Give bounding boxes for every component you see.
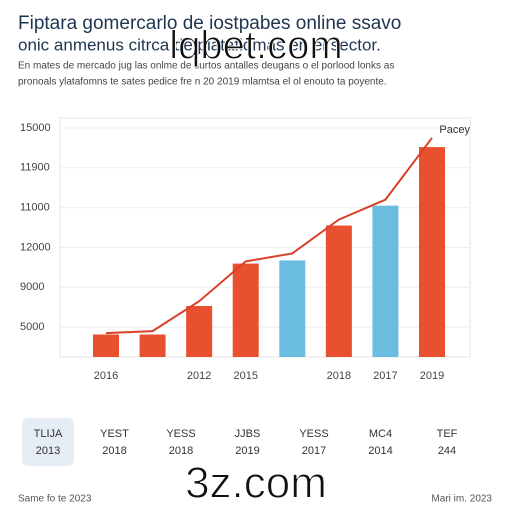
chart-title: Fiptara gomercarlo de iostpabes online s…	[18, 13, 401, 34]
y-tick-label: 12000	[20, 241, 51, 253]
item-value: 2013	[36, 445, 60, 457]
item-name: TEF	[437, 428, 458, 440]
item-value: 2017	[302, 445, 326, 457]
bar	[186, 306, 213, 357]
item-name: TLIJA	[34, 428, 63, 440]
item-name: YEST	[100, 428, 129, 440]
y-tick-label: 5000	[20, 321, 44, 333]
footer-right: Mari im. 2023	[431, 494, 492, 505]
item-name: YESS	[166, 428, 195, 440]
bar	[325, 225, 352, 357]
item-value: 2019	[235, 445, 259, 457]
y-tick-label: 9000	[20, 281, 44, 293]
item-name: JJBS	[235, 428, 261, 440]
bar	[279, 260, 306, 357]
item-name: YESS	[299, 428, 328, 440]
description: pronoals ylatafomns te sates pedice fre …	[18, 77, 387, 88]
item-name: MC4	[369, 428, 392, 440]
bar	[93, 334, 119, 357]
x-tick-label: 2012	[187, 370, 211, 382]
bar	[372, 205, 399, 357]
x-tick-label: 2016	[94, 370, 118, 382]
footer-left: Same fo te 2023	[18, 494, 92, 505]
bar	[232, 263, 259, 357]
item-value: 2018	[102, 445, 126, 457]
x-tick-label: 2017	[373, 370, 397, 382]
watermark: 3z.com	[185, 459, 327, 508]
trend-line	[105, 137, 433, 335]
item-value: 2018	[169, 445, 193, 457]
y-tick-label: 15000	[20, 122, 51, 134]
y-tick-label: 11000	[20, 202, 50, 214]
x-tick-label: 2019	[420, 370, 444, 382]
description: En mates de mercado jug las onlme de sur…	[18, 61, 394, 72]
y-tick-label: 11900	[20, 162, 50, 174]
plot-frame	[59, 117, 471, 358]
legend-label: Pacey	[439, 124, 470, 136]
bar	[139, 334, 166, 357]
x-tick-label: 2018	[327, 370, 351, 382]
x-tick-label: 2015	[233, 370, 257, 382]
watermark: lqbet.com	[169, 24, 342, 68]
bar	[419, 147, 445, 357]
highlight-box	[22, 418, 74, 466]
item-value: 244	[438, 445, 456, 457]
chart-subtitle: onic anmenus citrca de plataflomas en el…	[18, 35, 381, 54]
item-value: 2014	[368, 445, 392, 457]
